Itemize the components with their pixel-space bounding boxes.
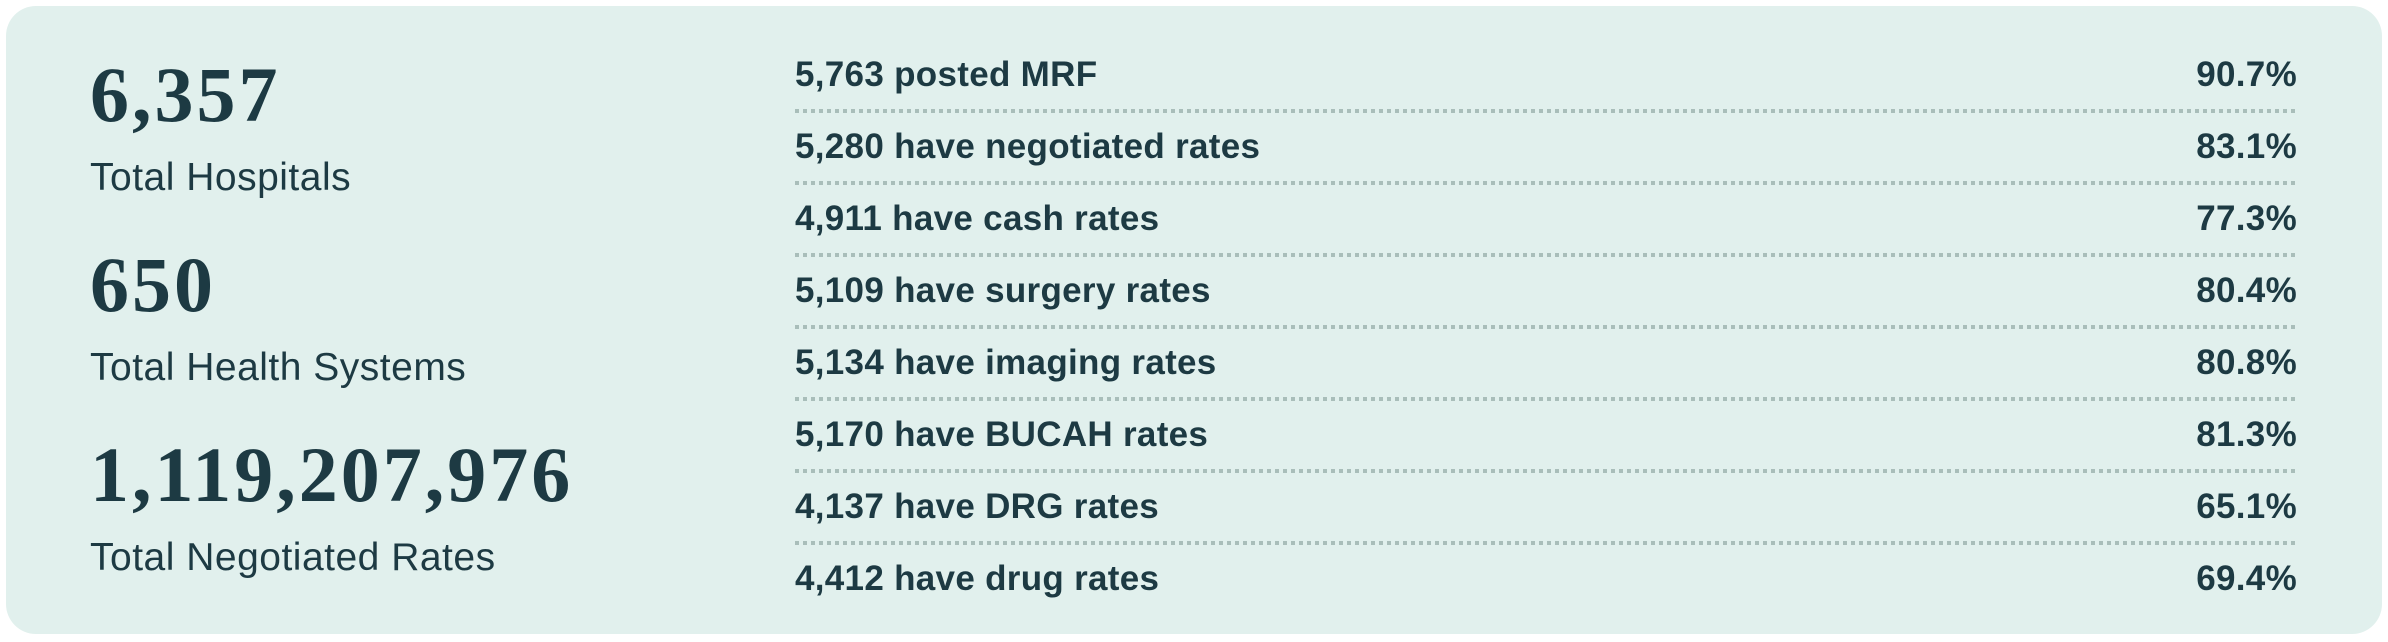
rate-label: 5,280 have negotiated rates — [795, 127, 1261, 166]
rate-row: 4,412 have drug rates 69.4% — [795, 543, 2297, 615]
rate-row: 5,280 have negotiated rates 83.1% — [795, 111, 2297, 185]
rate-label: 5,109 have surgery rates — [795, 271, 1211, 310]
rate-row: 5,763 posted MRF 90.7% — [795, 39, 2297, 113]
rate-label: 4,911 have cash rates — [795, 199, 1160, 238]
summary-stat: 6,357 Total Hospitals — [90, 56, 573, 202]
rate-coverage-list: 5,763 posted MRF 90.7% 5,280 have negoti… — [795, 39, 2297, 615]
stat-label: Total Health Systems — [90, 346, 467, 389]
rate-percent: 65.1% — [2196, 487, 2297, 526]
rate-percent: 80.8% — [2196, 343, 2297, 382]
rate-label: 5,170 have BUCAH rates — [795, 415, 1209, 454]
stat-value: 6,357 — [90, 51, 281, 138]
rate-row: 4,911 have cash rates 77.3% — [795, 183, 2297, 257]
rate-percent: 81.3% — [2196, 415, 2297, 454]
rate-percent: 69.4% — [2196, 559, 2297, 598]
summary-stat: 1,119,207,976 Total Negotiated Rates — [90, 436, 573, 582]
rate-label: 4,412 have drug rates — [795, 559, 1160, 598]
rate-percent: 83.1% — [2196, 127, 2297, 166]
stat-value: 1,119,207,976 — [90, 431, 574, 518]
rate-row: 4,137 have DRG rates 65.1% — [795, 471, 2297, 545]
summary-stat: 650 Total Health Systems — [90, 246, 573, 392]
rate-row: 5,170 have BUCAH rates 81.3% — [795, 399, 2297, 473]
summary-stats: 6,357 Total Hospitals 650 Total Health S… — [90, 56, 573, 582]
rate-label: 5,134 have imaging rates — [795, 343, 1217, 382]
stat-label: Total Hospitals — [90, 156, 352, 199]
rate-label: 4,137 have DRG rates — [795, 487, 1159, 526]
stat-value: 650 — [90, 241, 216, 328]
rate-row: 5,134 have imaging rates 80.8% — [795, 327, 2297, 401]
rate-percent: 90.7% — [2196, 55, 2297, 94]
rate-row: 5,109 have surgery rates 80.4% — [795, 255, 2297, 329]
rate-percent: 77.3% — [2196, 199, 2297, 238]
stat-label: Total Negotiated Rates — [90, 536, 496, 579]
stats-panel: 6,357 Total Hospitals 650 Total Health S… — [6, 6, 2382, 634]
rate-label: 5,763 posted MRF — [795, 55, 1098, 94]
rate-percent: 80.4% — [2196, 271, 2297, 310]
